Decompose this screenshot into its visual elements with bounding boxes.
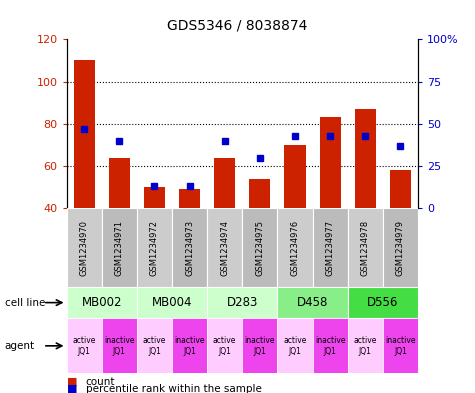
- Text: inactive
JQ1: inactive JQ1: [385, 336, 416, 356]
- Bar: [313, 318, 348, 373]
- Bar: [214, 158, 235, 208]
- Text: ■: ■: [66, 384, 77, 393]
- Bar: [137, 287, 207, 318]
- Bar: [383, 208, 418, 287]
- Bar: [242, 318, 277, 373]
- Text: percentile rank within the sample: percentile rank within the sample: [86, 384, 261, 393]
- Text: GSM1234977: GSM1234977: [326, 220, 334, 275]
- Text: active
JQ1: active JQ1: [283, 336, 307, 356]
- Bar: [109, 158, 130, 208]
- Text: ■: ■: [66, 377, 77, 387]
- Text: GSM1234975: GSM1234975: [256, 220, 264, 275]
- Text: GSM1234974: GSM1234974: [220, 220, 229, 275]
- Bar: [179, 189, 200, 208]
- Text: GSM1234976: GSM1234976: [291, 220, 299, 275]
- Text: count: count: [86, 377, 115, 387]
- Bar: [207, 287, 277, 318]
- Text: cell line: cell line: [5, 298, 45, 308]
- Bar: [348, 318, 383, 373]
- Bar: [137, 318, 172, 373]
- Bar: [207, 208, 242, 287]
- Bar: [66, 208, 102, 287]
- Text: inactive
JQ1: inactive JQ1: [104, 336, 134, 356]
- Text: GSM1234973: GSM1234973: [185, 220, 194, 275]
- Bar: [249, 179, 270, 208]
- Bar: [355, 109, 376, 208]
- Bar: [348, 208, 383, 287]
- Bar: [277, 318, 313, 373]
- Bar: [144, 187, 165, 208]
- Bar: [66, 318, 102, 373]
- Text: agent: agent: [5, 341, 35, 351]
- Bar: [313, 208, 348, 287]
- Text: MB004: MB004: [152, 296, 192, 309]
- Text: D556: D556: [367, 296, 399, 309]
- Bar: [390, 170, 411, 208]
- Bar: [320, 118, 341, 208]
- Text: GSM1234971: GSM1234971: [115, 220, 124, 275]
- Text: inactive
JQ1: inactive JQ1: [174, 336, 205, 356]
- Bar: [383, 318, 418, 373]
- Bar: [172, 208, 207, 287]
- Bar: [66, 287, 137, 318]
- Text: D458: D458: [297, 296, 328, 309]
- Text: GDS5346 / 8038874: GDS5346 / 8038874: [167, 18, 308, 33]
- Text: active
JQ1: active JQ1: [72, 336, 96, 356]
- Bar: [207, 318, 242, 373]
- Text: MB002: MB002: [81, 296, 122, 309]
- Text: inactive
JQ1: inactive JQ1: [315, 336, 345, 356]
- Bar: [285, 145, 305, 208]
- Bar: [242, 208, 277, 287]
- Bar: [137, 208, 172, 287]
- Text: active
JQ1: active JQ1: [213, 336, 237, 356]
- Text: D283: D283: [227, 296, 258, 309]
- Bar: [277, 208, 313, 287]
- Bar: [172, 318, 207, 373]
- Text: active
JQ1: active JQ1: [142, 336, 166, 356]
- Text: inactive
JQ1: inactive JQ1: [245, 336, 275, 356]
- Text: GSM1234972: GSM1234972: [150, 220, 159, 275]
- Text: GSM1234970: GSM1234970: [80, 220, 88, 275]
- Bar: [102, 318, 137, 373]
- Text: GSM1234979: GSM1234979: [396, 220, 405, 275]
- Bar: [277, 287, 348, 318]
- Bar: [74, 61, 95, 208]
- Text: active
JQ1: active JQ1: [353, 336, 377, 356]
- Bar: [102, 208, 137, 287]
- Bar: [348, 287, 418, 318]
- Text: GSM1234978: GSM1234978: [361, 220, 370, 275]
